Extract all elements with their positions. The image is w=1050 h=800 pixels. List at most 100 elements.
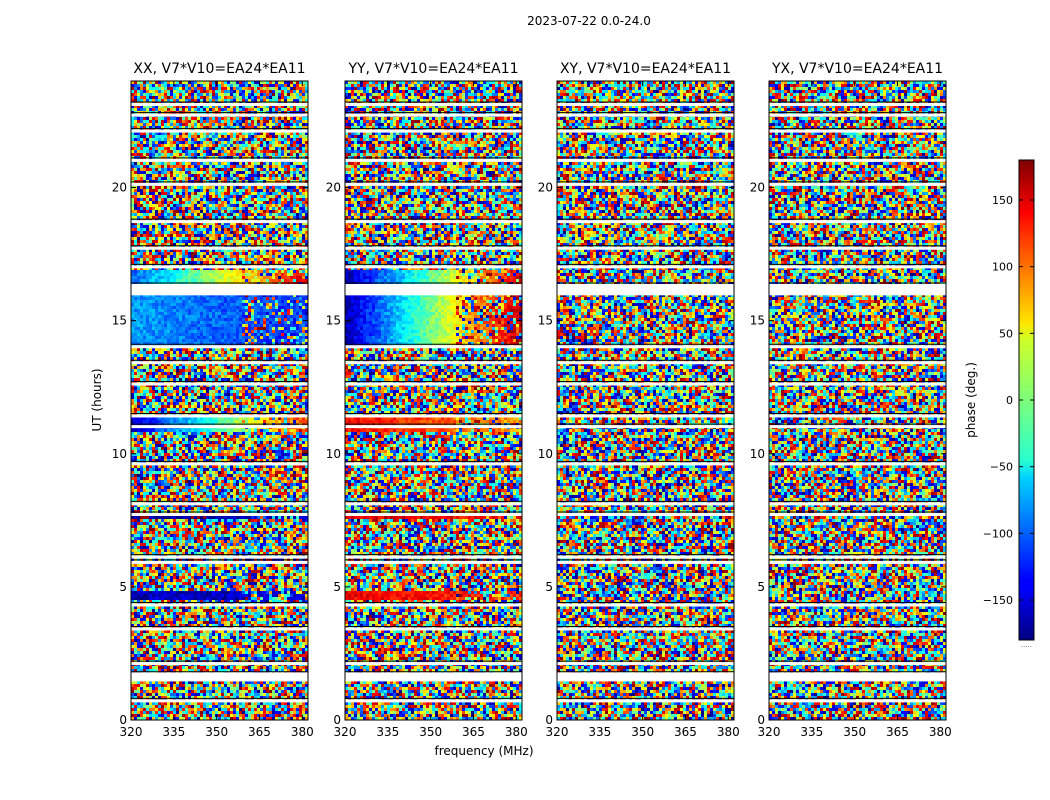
flagged-band — [557, 699, 734, 702]
colorbar-label: phase (deg.) — [964, 362, 978, 438]
flagged-band — [557, 159, 734, 162]
flagged-band — [131, 604, 308, 607]
x-tick-label: 320 — [120, 725, 143, 739]
flagged-band — [557, 556, 734, 559]
flagged-band — [769, 513, 946, 516]
flagged-band — [769, 699, 946, 702]
flagged-band — [131, 183, 308, 186]
flagged-band — [345, 672, 522, 681]
x-tick-label: 350 — [843, 725, 866, 739]
x-tick-label: 320 — [758, 725, 781, 739]
y-tick-label: 5 — [119, 580, 127, 594]
x-tick-label: 335 — [800, 725, 823, 739]
flagged-band — [131, 345, 308, 348]
flagged-band — [769, 604, 946, 607]
flagged-band — [557, 361, 734, 364]
flagged-band — [131, 672, 308, 681]
flagged-band — [345, 561, 522, 564]
colorbar-tick-label: −100 — [983, 527, 1013, 540]
flagged-band — [557, 604, 734, 607]
flagged-band — [769, 114, 946, 117]
flagged-band — [557, 130, 734, 133]
flagged-band — [131, 247, 308, 250]
flagged-band — [557, 414, 734, 417]
flagged-band — [345, 159, 522, 162]
x-tick-label: 380 — [929, 725, 952, 739]
flagged-band — [769, 383, 946, 386]
flagged-band — [345, 265, 522, 268]
y-tick-label: 10 — [538, 447, 553, 461]
heatmap-yx — [769, 81, 946, 720]
flagged-band — [345, 103, 522, 106]
flagged-band — [345, 627, 522, 630]
flagged-band — [557, 662, 734, 665]
y-tick-label: 0 — [119, 713, 127, 727]
panel-title: XY, V7*V10=EA24*EA11 — [560, 61, 731, 77]
flagged-band — [769, 425, 946, 428]
flagged-band — [345, 220, 522, 223]
flagged-band — [557, 286, 734, 295]
flagged-band — [769, 502, 946, 505]
colorbar-tick-label: 150 — [992, 194, 1013, 207]
flagged-band — [557, 627, 734, 630]
y-tick-label: 15 — [538, 314, 553, 328]
flagged-band — [345, 662, 522, 665]
y-tick-label: 10 — [750, 447, 765, 461]
flagged-band — [557, 114, 734, 117]
y-tick-label: 20 — [538, 181, 553, 195]
flagged-band — [557, 103, 734, 106]
flagged-band — [769, 103, 946, 106]
heatmap-yy — [345, 81, 522, 720]
y-tick-label: 0 — [757, 713, 765, 727]
flagged-band — [769, 265, 946, 268]
flagged-band — [557, 672, 734, 681]
flagged-band — [131, 159, 308, 162]
flagged-band — [345, 502, 522, 505]
flagged-band — [131, 265, 308, 268]
heatmap-xy — [557, 81, 734, 720]
colorbar-tick-label: 50 — [999, 327, 1013, 340]
y-tick-label: 15 — [112, 314, 127, 328]
flagged-band — [131, 383, 308, 386]
flagged-band — [131, 114, 308, 117]
x-tick-label: 350 — [205, 725, 228, 739]
y-tick-label: 5 — [333, 580, 341, 594]
flagged-band — [345, 425, 522, 428]
chart-canvas: XX, V7*V10=EA24*EA11 320 335 350 365 380 0 5 10 1… — [0, 0, 1050, 800]
flagged-band — [131, 627, 308, 630]
y-tick-label: 20 — [112, 181, 127, 195]
flagged-band — [769, 662, 946, 665]
flagged-band — [345, 286, 522, 295]
flagged-band — [557, 345, 734, 348]
flagged-band — [131, 425, 308, 428]
flagged-band — [769, 561, 946, 564]
x-tick-label: 365 — [886, 725, 909, 739]
flagged-band — [769, 556, 946, 559]
flagged-band — [131, 699, 308, 702]
x-tick-label: 335 — [376, 725, 399, 739]
flagged-band — [345, 247, 522, 250]
flagged-band — [557, 502, 734, 505]
y-axis-label: UT (hours) — [90, 368, 104, 431]
x-tick-label: 350 — [631, 725, 654, 739]
flagged-band — [769, 627, 946, 630]
flagged-band — [557, 247, 734, 250]
flagged-band — [769, 361, 946, 364]
flagged-band — [345, 345, 522, 348]
colorbar-tick-label: −150 — [983, 594, 1013, 607]
x-axis-label: frequency (MHz) — [434, 744, 533, 758]
panel-title: XX, V7*V10=EA24*EA11 — [133, 61, 305, 77]
x-tick-label: 365 — [674, 725, 697, 739]
flagged-band — [345, 383, 522, 386]
x-tick-label: 365 — [248, 725, 271, 739]
flagged-band — [769, 462, 946, 465]
flagged-band — [131, 561, 308, 564]
x-tick-label: 380 — [291, 725, 314, 739]
flagged-band — [557, 462, 734, 465]
x-tick-label: 350 — [419, 725, 442, 739]
figure: 2023-07-22 0.0-24.0 XX, V7*V10=EA24*EA11… — [0, 0, 1050, 800]
panel-title: YY, V7*V10=EA24*EA11 — [347, 61, 518, 77]
